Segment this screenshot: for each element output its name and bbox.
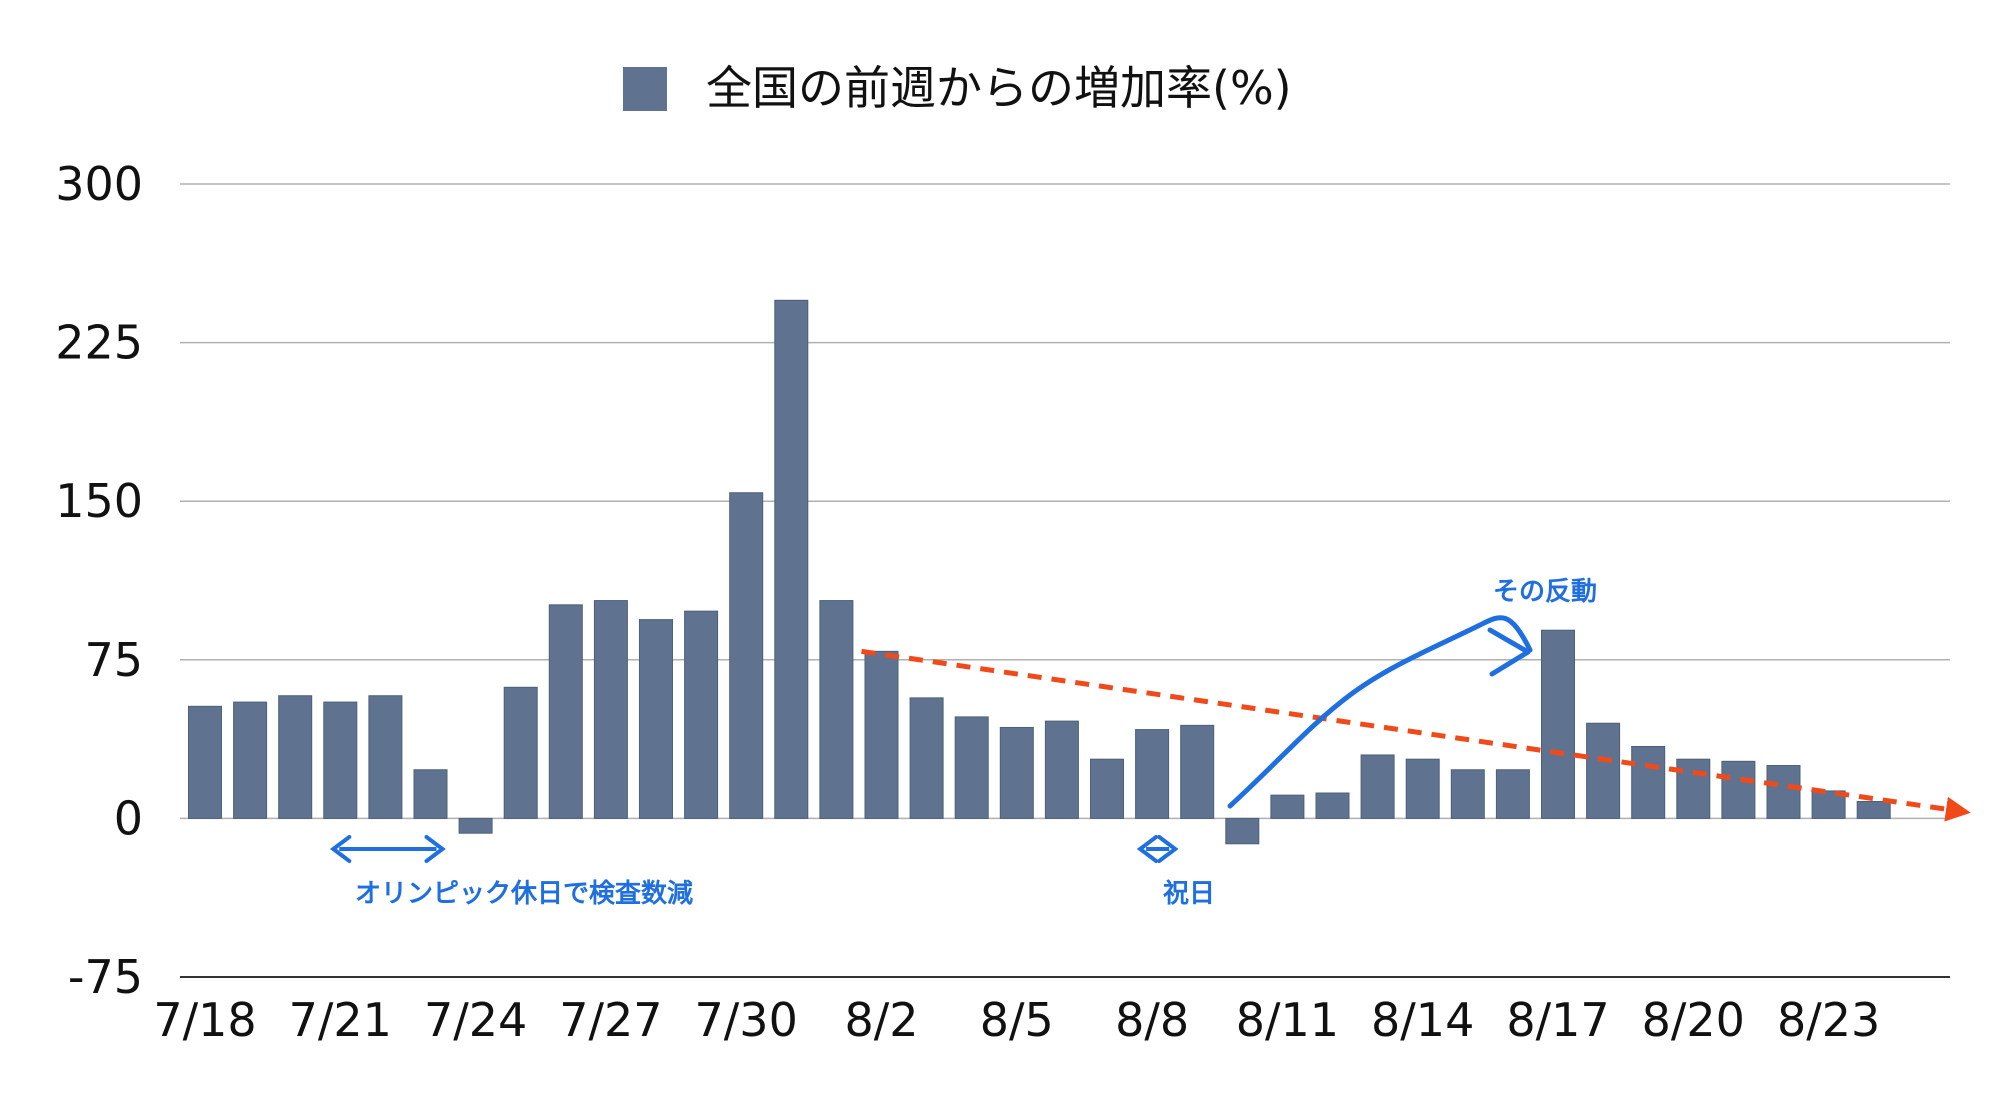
x-tick-label: 8/11 [1236, 993, 1339, 1047]
bar [323, 701, 358, 819]
bar [458, 817, 493, 834]
bar [999, 726, 1034, 819]
bar [188, 705, 222, 819]
x-tick-label: 7/30 [695, 993, 798, 1047]
bar [1405, 758, 1440, 819]
bar [1090, 758, 1124, 819]
bar [1044, 720, 1079, 819]
bar [1631, 746, 1666, 819]
bar [1586, 722, 1621, 819]
x-tick-label: 8/8 [1115, 993, 1189, 1047]
bar [1225, 817, 1260, 845]
y-axis-tick-labels: 300 225 150 75 0 -75 [55, 157, 143, 1004]
bar [1541, 629, 1575, 819]
bar [278, 695, 313, 819]
bar [684, 610, 719, 819]
legend: 全国の前週からの増加率(%) [623, 61, 1292, 115]
x-tick-label: 7/18 [153, 993, 256, 1047]
x-tick-label: 7/21 [289, 993, 392, 1047]
bar [1721, 760, 1756, 819]
annotation-rebound: その反動 [1227, 577, 1597, 809]
bar [1450, 769, 1485, 819]
x-tick-label: 8/5 [980, 993, 1054, 1047]
bar [774, 299, 809, 819]
x-axis-tick-labels: 7/18 7/21 7/24 7/27 7/30 8/2 8/5 8/8 8/11 8/14 8/1… [153, 993, 1880, 1047]
bar [1676, 758, 1711, 819]
x-tick-label: 7/27 [559, 993, 662, 1047]
bar [233, 701, 268, 819]
bar [639, 619, 673, 819]
double-arrow-icon [329, 835, 446, 863]
bar [1856, 800, 1891, 819]
bar [1315, 792, 1350, 819]
x-tick-label: 8/20 [1642, 993, 1745, 1047]
y-tick-label: -75 [68, 950, 143, 1004]
y-tick-label: 0 [114, 791, 143, 845]
bar [819, 600, 854, 819]
bar [1766, 765, 1801, 819]
rebound-arrow [1227, 615, 1533, 809]
annotation-olympic-label: オリンピック休日で検査数減 [355, 879, 693, 909]
bar [1495, 769, 1530, 819]
bar [1135, 729, 1170, 819]
legend-label: 全国の前週からの増加率(%) [706, 61, 1292, 115]
double-arrow-icon [1136, 835, 1179, 863]
annotation-rebound-label: その反動 [1493, 577, 1597, 607]
y-tick-label: 300 [55, 157, 143, 211]
annotation-olympic: オリンピック休日で検査数減 [329, 835, 693, 909]
annotation-holiday-label: 祝日 [1163, 879, 1215, 909]
bar [413, 769, 448, 819]
bar [954, 716, 989, 819]
x-tick-label: 7/24 [424, 993, 527, 1047]
bar [1360, 754, 1395, 819]
legend-swatch [623, 67, 667, 111]
y-tick-label: 75 [84, 633, 143, 687]
y-tick-label: 225 [55, 316, 143, 370]
annotation-holiday: 祝日 [1136, 835, 1215, 909]
bar [1270, 794, 1305, 819]
x-tick-label: 8/23 [1777, 993, 1880, 1047]
bar [729, 492, 764, 819]
gridlines [180, 183, 1950, 978]
bars [188, 299, 1891, 845]
x-tick-label: 8/14 [1371, 993, 1474, 1047]
trend-line [861, 648, 1971, 822]
bar [593, 600, 628, 819]
bar [548, 604, 583, 819]
bar [864, 650, 899, 819]
bar [909, 697, 944, 819]
x-tick-label: 8/2 [844, 993, 918, 1047]
x-tick-label: 8/17 [1506, 993, 1609, 1047]
bar [503, 686, 538, 819]
y-tick-label: 150 [55, 474, 143, 528]
rebound-arrowhead [1487, 627, 1531, 677]
bar [1180, 724, 1215, 819]
bar [368, 695, 403, 819]
